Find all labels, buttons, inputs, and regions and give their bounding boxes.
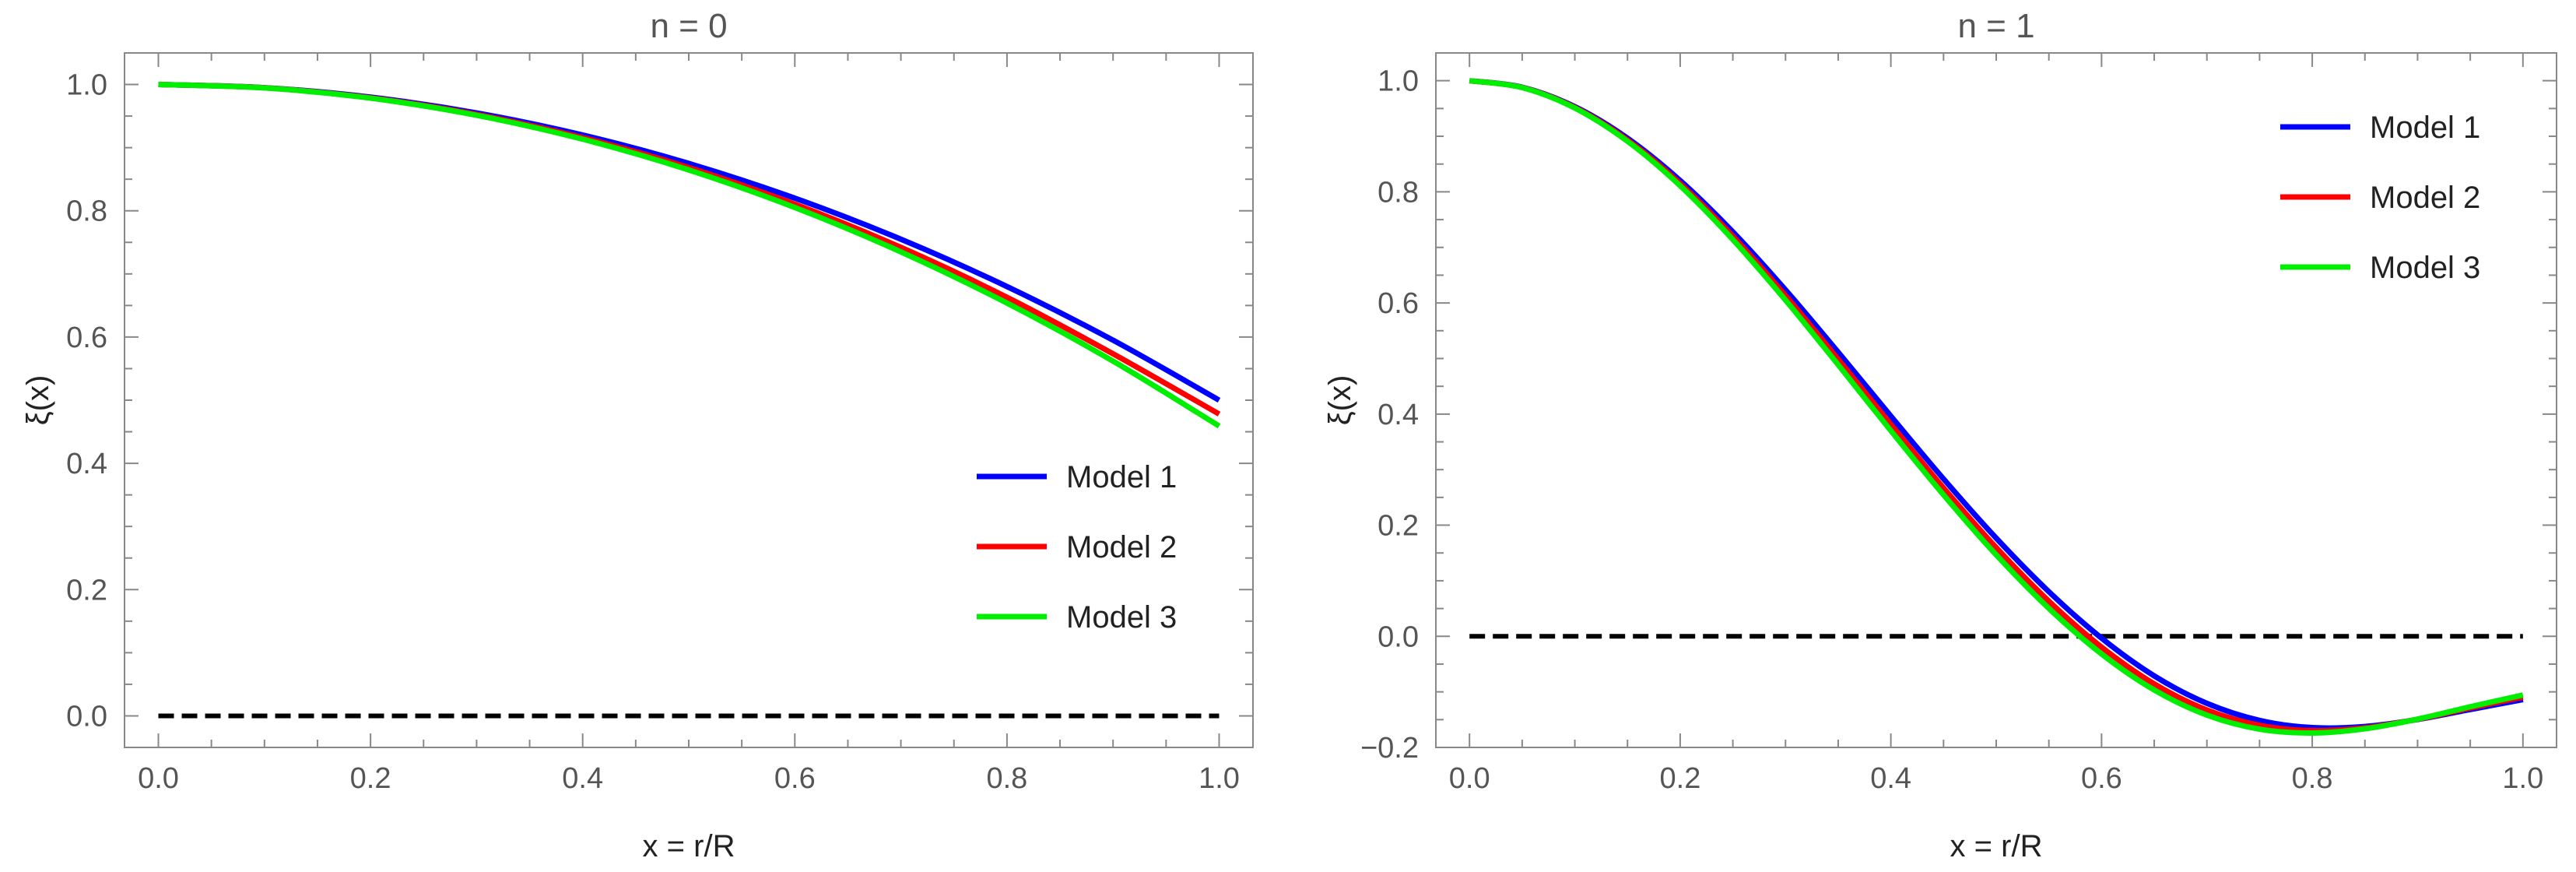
chart-panel-2: 0.0 0.2 0.4 0.6 0.8 1.0 −0.2 0.0 0.2 0.4 0.6 0.8 1.0… bbox=[1323, 7, 2557, 863]
y-tick-label: 0.6 bbox=[1377, 287, 1419, 320]
x-tick-label: 1.0 bbox=[2502, 762, 2543, 795]
x-tick-label: 0.6 bbox=[774, 762, 816, 795]
legend-label-model-3: Model 3 bbox=[2370, 251, 2480, 285]
y-tick-label: 0.6 bbox=[66, 322, 107, 354]
x-axis-label: x = r/R bbox=[643, 829, 735, 863]
x-tick-label: 0.0 bbox=[138, 762, 179, 795]
y-tick-label: 0.2 bbox=[66, 574, 107, 607]
x-tick-label: 0.2 bbox=[350, 762, 391, 795]
x-tick-label: 0.4 bbox=[562, 762, 603, 795]
legend: Model 1 Model 2 Model 3 bbox=[977, 460, 1177, 635]
y-tick-label: 1.0 bbox=[66, 69, 107, 102]
chart-title: n = 0 bbox=[650, 7, 727, 45]
legend-label-model-2: Model 2 bbox=[1066, 530, 1177, 564]
series-line-model-1 bbox=[158, 82, 1221, 403]
chart-title: n = 1 bbox=[1957, 7, 2034, 45]
legend-label-model-1: Model 1 bbox=[1066, 460, 1177, 494]
x-tick-label: 0.0 bbox=[1449, 762, 1490, 795]
series-line-model-2 bbox=[158, 82, 1221, 417]
y-tick-label: −0.2 bbox=[1360, 732, 1419, 765]
chart-panel-1: 0.0 0.2 0.4 0.6 0.8 1.0 0.0 0.2 0.4 0.6 0.8 1.0 n = … bbox=[21, 7, 1254, 863]
x-axis-label: x = r/R bbox=[1950, 829, 2043, 863]
series-line-model-2 bbox=[1469, 78, 2524, 734]
y-tick-label: 0.0 bbox=[66, 700, 107, 733]
legend-label-model-2: Model 2 bbox=[2370, 181, 2480, 215]
y-tick-label: 1.0 bbox=[1377, 65, 1419, 98]
plot-frame bbox=[1435, 52, 2557, 748]
series-line-model-1 bbox=[1469, 78, 2524, 731]
y-tick-label: 0.2 bbox=[1377, 510, 1419, 543]
y-tick-label: 0.4 bbox=[1377, 399, 1419, 431]
y-tick-label: 0.4 bbox=[66, 448, 107, 480]
y-tick-label: 0.8 bbox=[1377, 176, 1419, 209]
series-line-model-3 bbox=[158, 82, 1221, 429]
legend-label-model-3: Model 3 bbox=[1066, 600, 1177, 635]
x-tick-label: 1.0 bbox=[1199, 762, 1240, 795]
series-line-model-3 bbox=[1469, 78, 2524, 736]
x-tick-label: 0.8 bbox=[2292, 762, 2333, 795]
x-tick-label: 0.4 bbox=[1870, 762, 1911, 795]
x-tick-label: 0.6 bbox=[2081, 762, 2122, 795]
legend-label-model-1: Model 1 bbox=[2370, 111, 2480, 145]
legend: Model 1 Model 2 Model 3 bbox=[2280, 111, 2480, 285]
y-tick-label: 0.8 bbox=[66, 195, 107, 228]
y-axis-label: ξ(x) bbox=[21, 375, 55, 426]
plot-frame bbox=[124, 52, 1254, 748]
x-tick-label: 0.8 bbox=[986, 762, 1027, 795]
y-tick-label: 0.0 bbox=[1377, 621, 1419, 653]
x-tick-label: 0.2 bbox=[1660, 762, 1701, 795]
y-axis-label: ξ(x) bbox=[1323, 375, 1357, 426]
